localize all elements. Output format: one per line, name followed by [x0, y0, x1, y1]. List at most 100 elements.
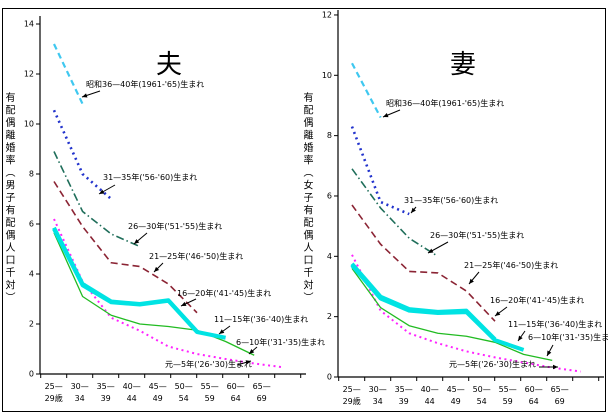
wife-annotation-label: 6—10年('31-'35)生まれ	[528, 332, 609, 342]
husband-series-1931-35	[53, 232, 255, 356]
wife-series-1936-40	[350, 264, 525, 352]
wife-annotation-label: 21—25年('46-'50)生まれ	[464, 260, 558, 270]
husband-annotation-label: 16—20年('41-'45)生まれ	[177, 288, 271, 298]
wife-y-tick-label: 2	[327, 312, 332, 321]
wife-annotation-label: 31—35年('56-'60)生まれ	[404, 195, 498, 205]
wife-series-1926-30	[351, 254, 581, 373]
wife-series-1961-65	[351, 62, 382, 119]
wife-x-label-line1: 65—	[551, 385, 569, 394]
wife-x-label-line2: 64	[529, 397, 539, 406]
wife-y-tick-label: 6	[327, 191, 332, 200]
husband-annotation-label: 元—5年('26-'30)生まれ	[165, 359, 252, 369]
husband-annotation-label: 31—35年('56-'60)生まれ	[103, 172, 197, 182]
husband-y-tick-label: 2	[29, 320, 34, 329]
husband-annotation-arrow-head	[245, 360, 251, 365]
husband-x-label-line2: 69	[257, 394, 267, 403]
wife-annotation-label: 11—15年('36-'40)生まれ	[508, 319, 602, 329]
wife-y-tick-label: 0	[327, 373, 332, 382]
wife-x-label-line2: 54	[477, 397, 487, 406]
husband-x-label-line2: 29歳	[45, 393, 63, 403]
husband-annotation-arrow-head	[249, 349, 255, 354]
wife-annotation-arrow-head	[553, 364, 558, 370]
wife-series-1941-45	[350, 262, 497, 341]
husband-annotation-arrow-head	[154, 266, 160, 272]
husband-y-tick-label: 4	[29, 270, 34, 279]
husband-y-tick-label: 8	[29, 170, 34, 179]
husband-x-label-line1: 60—	[227, 382, 245, 391]
husband-y-tick-label: 12	[24, 70, 34, 79]
husband-chart-title: 夫	[155, 50, 182, 80]
wife-x-label-line2: 59	[503, 397, 513, 406]
wife-x-label-line1: 60—	[525, 385, 543, 394]
husband-series-1951-55	[53, 151, 141, 248]
wife-series-1956-60	[350, 126, 410, 216]
husband-annotation-label: 6—10年('31-'35)生まれ	[236, 337, 325, 347]
wife-annotation-label: 昭和36—40年(1961-'65)生まれ	[386, 98, 504, 108]
husband-annotation-label: 11—15年('36-'40)生まれ	[214, 314, 308, 324]
husband-x-label-line1: 45—	[149, 382, 167, 391]
wife-y-tick-label: 8	[327, 131, 332, 140]
wife-x-label-line2: 29歳	[343, 396, 361, 406]
husband-x-label-line2: 49	[153, 394, 163, 403]
husband-y-tick-label: 10	[24, 120, 34, 129]
husband-series-1926-30	[53, 218, 283, 369]
wife-chart-title: 妻	[449, 50, 476, 80]
husband-y-tick-label: 0	[29, 370, 34, 379]
husband-series-1941-45	[52, 226, 199, 333]
wife-y-tick-label: 4	[327, 252, 332, 261]
husband-y-tick-label: 6	[29, 220, 34, 229]
wife-y-tick-label: 10	[322, 71, 332, 80]
wife-x-label-line1: 45—	[447, 385, 465, 394]
wife-annotation-arrow-head	[518, 335, 523, 341]
husband-annotation-arrow-head	[219, 329, 225, 334]
husband-annotation-label: 昭和36—40年(1961-'65)生まれ	[86, 79, 204, 89]
wife-x-label-line2: 39	[399, 397, 409, 406]
husband-x-label-line1: 55—	[201, 382, 219, 391]
husband-annotation-arrow-head	[181, 301, 187, 306]
frame-border	[2, 8, 606, 412]
wife-annotation-arrow-head	[495, 311, 501, 316]
wife-annotation-label: 元—5年('26-'30)生まれ	[449, 359, 536, 369]
wife-series-1946-50	[351, 204, 496, 322]
wife-annotation-arrow-head	[547, 350, 552, 356]
wife-series-1931-35	[351, 268, 553, 362]
husband-series-1936-40	[52, 228, 226, 340]
husband-x-label-line2: 34	[75, 394, 85, 403]
wife-x-label-line1: 25—	[343, 385, 361, 394]
husband-annotation-arrow-head	[134, 239, 140, 244]
husband-x-label-line1: 30—	[71, 382, 89, 391]
husband-x-label-line2: 59	[205, 394, 215, 403]
husband-x-label-line2: 54	[179, 394, 189, 403]
husband-annotation-label: 26—30年('51-'55)生まれ	[128, 221, 222, 231]
husband-y-tick-label: 14	[24, 20, 34, 29]
wife-annotation-arrow-head	[383, 113, 389, 118]
husband-x-label-line1: 40—	[123, 382, 141, 391]
husband-series-1956-60	[52, 109, 113, 200]
husband-x-label-line2: 39	[101, 394, 111, 403]
husband-annotation-arrow-head	[82, 93, 88, 98]
wife-x-label-line2: 34	[373, 397, 383, 406]
wife-x-label-line1: 35—	[395, 385, 413, 394]
wife-x-label-line2: 49	[451, 397, 461, 406]
husband-x-label-line2: 44	[127, 394, 137, 403]
wife-y-axis-label: 有配偶離婚率（女子有配偶人口千対）	[301, 92, 312, 305]
husband-x-label-line1: 65—	[253, 382, 271, 391]
husband-y-axis-label: 有配偶離婚率（男子有配偶人口千対）	[3, 92, 14, 305]
wife-annotation-label: 26—30年('51-'55)生まれ	[430, 230, 524, 240]
wife-annotation-arrow-head	[428, 248, 434, 253]
husband-series-1961-65	[53, 43, 84, 105]
husband-x-label-line1: 25—	[45, 382, 63, 391]
wife-x-label-line1: 40—	[421, 385, 439, 394]
wife-x-label-line2: 69	[555, 397, 565, 406]
wife-x-label-line1: 30—	[369, 385, 387, 394]
husband-series-1946-50	[53, 181, 198, 314]
wife-series-1951-55	[351, 168, 439, 257]
wife-annotation-label: 16—20年('41-'45)生まれ	[490, 295, 584, 305]
wife-annotation-arrow-head	[411, 207, 416, 213]
wife-x-label-line2: 44	[425, 397, 435, 406]
wife-x-label-line1: 55—	[499, 385, 517, 394]
husband-annotation-arrow-head	[99, 189, 105, 194]
husband-annotation-label: 21—25年('46-'50)生まれ	[149, 251, 243, 261]
